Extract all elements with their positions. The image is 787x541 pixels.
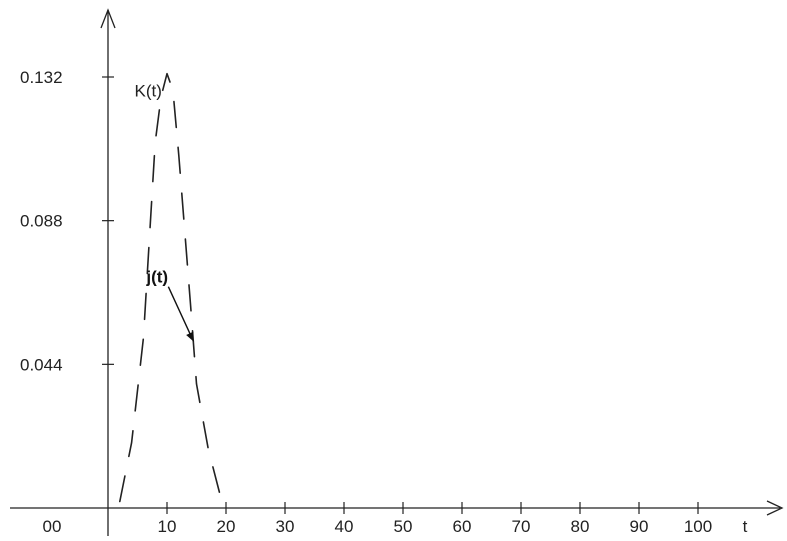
x-tick-label: 80: [571, 517, 590, 536]
y-tick-label: 0.044: [20, 355, 63, 374]
y-ticks: 0.044 0.088 0.132: [20, 68, 114, 374]
x-tick-label: 90: [630, 517, 649, 536]
x-axis-label: t: [743, 517, 748, 536]
x-tick-label: 70: [512, 517, 531, 536]
annotation-arrow-head: [186, 331, 194, 342]
x-tick-label: 20: [217, 517, 236, 536]
x-tick-label: 10: [158, 517, 177, 536]
series-layer: [119, 72, 227, 506]
y-axis-arrow: [100, 8, 116, 29]
origin-label: 00: [43, 517, 62, 536]
x-ticks: 10 20 30 40 50 60 70 80 90 100: [158, 502, 712, 536]
x-tick-label: 100: [684, 517, 712, 536]
x-tick-label: 30: [276, 517, 295, 536]
y-tick-label: 0.132: [20, 68, 63, 87]
axes: [10, 8, 784, 536]
annotation-label: K(t): [135, 82, 162, 101]
annotations: K(t) j(t): [135, 82, 195, 342]
annotation-label: j(t): [145, 268, 168, 287]
y-tick-label: 0.088: [20, 212, 63, 231]
x-tick-label: 50: [394, 517, 413, 536]
x-axis-arrow: [766, 500, 784, 516]
x-tick-label: 60: [453, 517, 472, 536]
annotation-arrow-line: [167, 286, 195, 342]
x-tick-label: 40: [335, 517, 354, 536]
series-line: [119, 72, 227, 506]
